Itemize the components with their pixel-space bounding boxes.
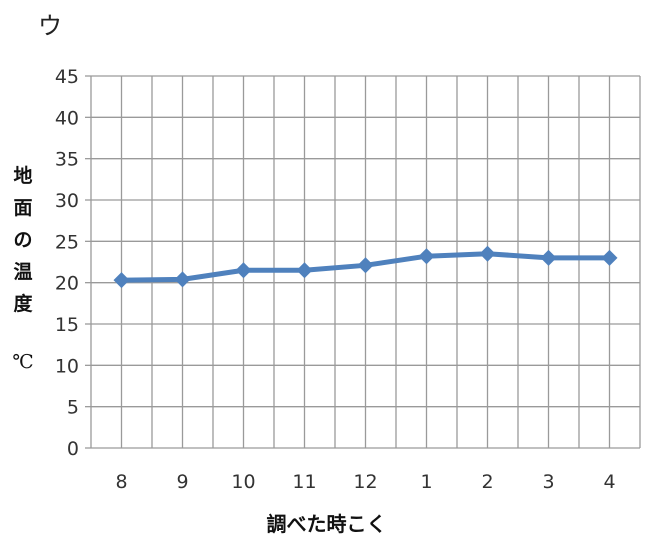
data-point <box>296 262 313 279</box>
y-axis-label-char: 地 <box>13 165 33 187</box>
x-tick-label: 12 <box>353 471 377 493</box>
y-tick-label: 40 <box>55 107 79 129</box>
data-point <box>601 249 618 266</box>
x-tick-label: 9 <box>176 471 188 493</box>
y-axis-label-char: の <box>13 229 33 251</box>
y-tick-label: 0 <box>67 438 79 460</box>
y-axis-label: 地面の温度 ℃ <box>8 160 38 378</box>
grid <box>85 75 641 449</box>
y-axis-label-char: 温 <box>13 261 33 283</box>
panel-label: ウ <box>38 12 62 40</box>
data-point <box>174 271 191 288</box>
y-tick-label: 5 <box>67 397 79 419</box>
data-point <box>540 249 557 266</box>
x-tick-label: 11 <box>292 471 316 493</box>
x-tick-label: 2 <box>481 471 493 493</box>
y-tick-label: 35 <box>55 149 79 171</box>
x-tick-label: 10 <box>231 471 255 493</box>
y-ticks: 0 5 10 15 20 25 30 35 40 45 <box>55 66 79 460</box>
y-axis-label-char: 度 <box>13 293 33 315</box>
data-point <box>113 272 130 289</box>
y-axis-label-char: 面 <box>13 197 33 219</box>
y-tick-label: 10 <box>55 355 79 377</box>
y-tick-label: 20 <box>55 273 79 295</box>
y-axis-title: 地面の温度 <box>8 160 38 320</box>
x-tick-label: 4 <box>603 471 615 493</box>
x-axis-label: 調べた時こく <box>266 512 387 536</box>
x-tick-label: 1 <box>420 471 432 493</box>
y-tick-label: 25 <box>55 231 79 253</box>
y-tick-label: 30 <box>55 190 79 212</box>
x-ticks: 8 9 10 11 12 1 2 3 4 <box>115 471 615 493</box>
y-axis-unit: ℃ <box>12 351 34 373</box>
x-tick-label: 8 <box>115 471 127 493</box>
data-point <box>479 245 496 262</box>
x-tick-label: 3 <box>542 471 554 493</box>
y-tick-label: 45 <box>55 66 79 88</box>
y-tick-label: 15 <box>55 314 79 336</box>
series-markers <box>113 245 618 289</box>
data-point <box>235 262 252 279</box>
data-point <box>418 248 435 265</box>
data-point <box>357 257 374 274</box>
